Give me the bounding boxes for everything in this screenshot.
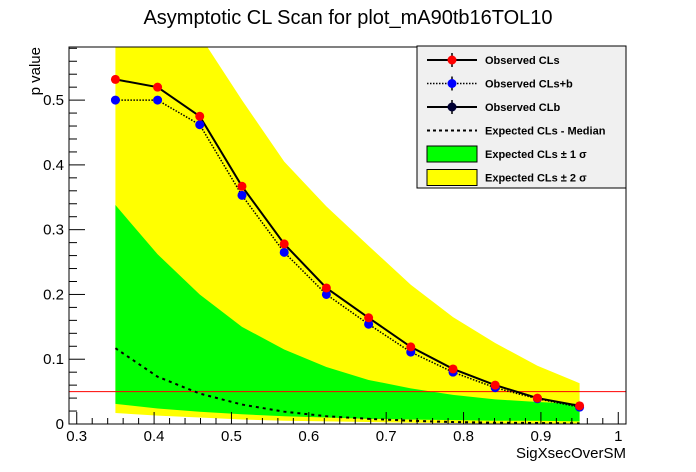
observed-cls-point xyxy=(237,181,247,191)
observed-cls-point xyxy=(110,74,120,84)
legend-label: Observed CLs+b xyxy=(485,79,573,91)
y-tick-label: 0.5 xyxy=(43,92,64,109)
observed-cls-point xyxy=(279,239,289,249)
observed-cls-point xyxy=(321,283,331,293)
observed-clsb-point xyxy=(364,319,374,329)
observed-cls-point xyxy=(575,401,585,411)
legend-label: Expected CLs ± 2 σ xyxy=(485,173,587,185)
bands-group xyxy=(115,47,580,424)
chart-title: Asymptotic CL Scan for plot_mA90tb16TOL1… xyxy=(143,7,552,29)
observed-cls-point xyxy=(532,393,542,403)
lines-group xyxy=(69,74,626,424)
observed-clsb-point xyxy=(110,95,120,105)
legend-label: Observed CLb xyxy=(485,102,560,114)
legend-marker-sample xyxy=(447,102,457,112)
y-tick-label: 0.3 xyxy=(43,222,64,239)
legend-label: Observed CLs xyxy=(485,55,560,67)
observed-cls-point xyxy=(153,82,163,92)
legend: Observed CLs Observed CLs+b Observed CLb Ex… xyxy=(416,45,627,189)
observed-cls-point xyxy=(195,111,205,121)
y-tick-label: 0.4 xyxy=(43,157,64,174)
observed-clsb-point xyxy=(279,247,289,257)
x-tick-label: 0.6 xyxy=(298,428,319,445)
axes-group: 0.3 0.4 0.5 0.6 0.7 0.8 0.9 1 0 0.1 0.2 0.3 0.4 0.5 xyxy=(43,46,627,445)
x-axis-title: SigXsecOverSM xyxy=(516,445,626,462)
legend-box-sample xyxy=(426,145,478,163)
legend-label: Expected CLs - Median xyxy=(485,126,606,138)
x-tick-label: 1 xyxy=(614,428,622,445)
x-tick-label: 0.4 xyxy=(144,428,165,445)
observed-clsb-point xyxy=(153,95,163,105)
y-axis-title: p value xyxy=(27,47,44,95)
y-tick-label: 0 xyxy=(56,416,64,433)
x-tick-label: 0.8 xyxy=(453,428,474,445)
observed-cls-point xyxy=(406,342,416,352)
legend-marker-sample xyxy=(447,79,457,88)
observed-cls-line xyxy=(115,78,580,407)
x-tick-label: 0.9 xyxy=(530,428,551,445)
observed-clsb-line xyxy=(115,99,580,408)
y-tick-label: 0.2 xyxy=(43,286,64,303)
legend-box-sample xyxy=(426,169,478,186)
plot-frame xyxy=(68,46,627,425)
legend-box xyxy=(416,45,627,189)
observed-clsb-point xyxy=(195,120,205,130)
observed-cls-point xyxy=(490,380,500,390)
y-tick-label: 0.1 xyxy=(43,351,64,368)
band-1sigma xyxy=(115,205,580,422)
x-tick-label: 0.5 xyxy=(221,428,242,445)
observed-clsb-point xyxy=(321,289,331,299)
x-tick-label: 0.7 xyxy=(376,428,397,445)
legend-label: Expected CLs ± 1 σ xyxy=(485,149,587,161)
x-tick-label: 0.3 xyxy=(66,428,87,445)
legend-marker-sample xyxy=(447,55,457,65)
observed-cls-point xyxy=(448,364,458,374)
observed-cls-point xyxy=(364,313,374,323)
expected-median-line xyxy=(114,347,580,424)
observed-clsb-point xyxy=(237,190,247,200)
